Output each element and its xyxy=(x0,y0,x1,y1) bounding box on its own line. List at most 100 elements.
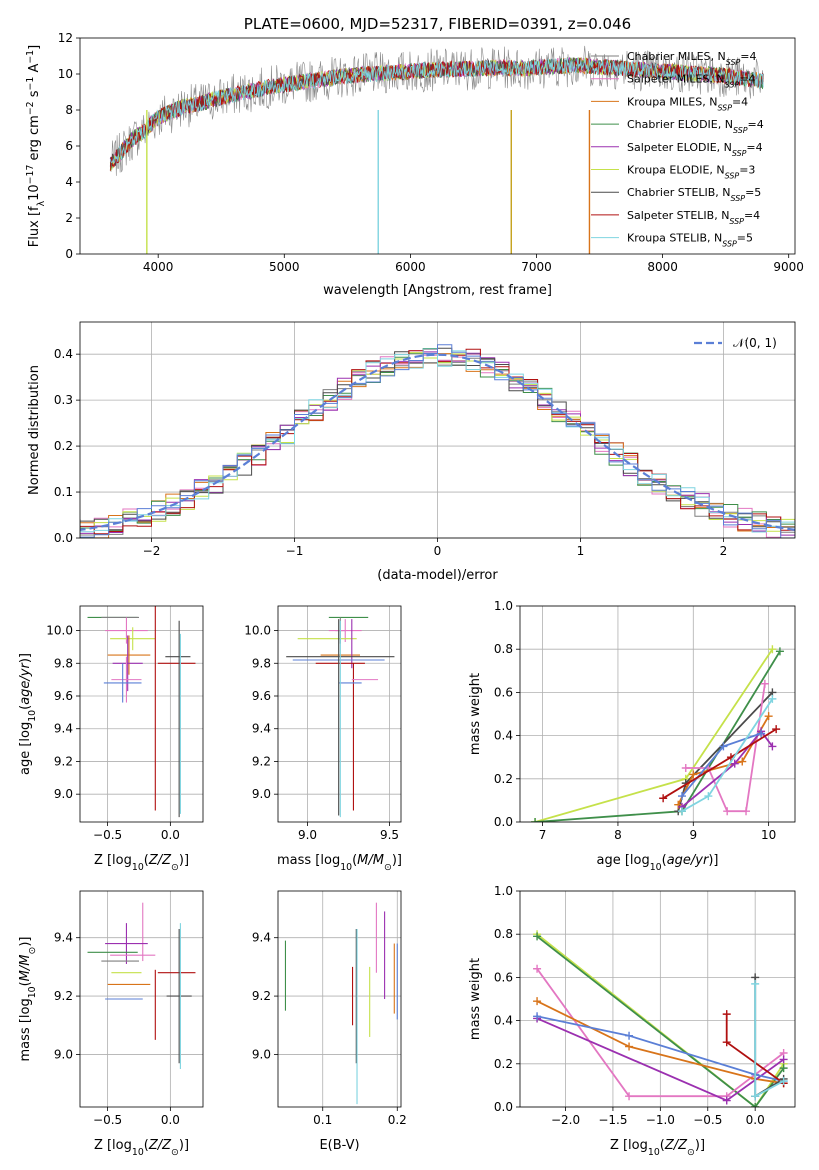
y-tick-label: 9.2 xyxy=(252,989,271,1003)
x-tick-label: 9.0 xyxy=(298,828,317,842)
weight-point-marker xyxy=(751,1092,760,1101)
age-vs-mass-panel: 9.0 9.5 9.0 9.2 9.4 9.6 9.8 10.0 mass [log10(M/M… xyxy=(244,605,402,873)
x-tick-label: 4000 xyxy=(143,260,174,274)
x-tick-label: −1.0 xyxy=(646,1113,675,1127)
weight-series-line xyxy=(535,650,781,822)
errorbar-points xyxy=(87,606,196,818)
weight-point-marker xyxy=(625,1042,634,1051)
x-tick-label: 9.5 xyxy=(380,828,399,842)
normal-reference-curve xyxy=(80,353,795,532)
residuals-x-axis-label: (data-model)/error xyxy=(377,568,498,583)
mass-vs-Z-y-axis-label: mass [log10(M/M⊙)] xyxy=(18,937,38,1062)
weight-point-marker xyxy=(533,932,542,941)
weight-point-marker xyxy=(677,807,686,816)
y-tick-label: 0.1 xyxy=(54,485,73,499)
weight-point-marker xyxy=(751,979,760,988)
y-tick-label: 9.4 xyxy=(54,722,73,736)
mass-vs-ebv-panel: 0.1 0.2 9.0 9.2 9.4 E(B-V) xyxy=(252,890,407,1153)
x-tick-label: 1 xyxy=(577,544,585,558)
x-tick-label: 0.2 xyxy=(388,1113,407,1127)
massweight-vs-Z-x-axis-label: Z [log10(Z/Z⊙)] xyxy=(610,1138,705,1158)
histogram-step-line xyxy=(80,344,795,538)
weight-point-marker xyxy=(775,647,784,656)
errorbar xyxy=(112,635,143,692)
y-tick-label: 9.4 xyxy=(54,931,73,945)
y-tick-label: 9.2 xyxy=(54,754,73,768)
model-spectrum-line xyxy=(109,57,764,164)
errorbar xyxy=(105,617,148,644)
y-tick-label: 1.0 xyxy=(494,599,513,613)
legend-entry: Salpeter ELODIE, NSSP=4 xyxy=(627,141,763,158)
weight-series-line xyxy=(677,715,770,806)
weight-point-marker xyxy=(757,729,766,738)
legend-entry: Kroupa ELODIE, NSSP=3 xyxy=(627,164,755,181)
x-tick-label: −0.5 xyxy=(693,1113,722,1127)
weight-point-marker xyxy=(704,792,713,801)
x-tick-label: 5000 xyxy=(269,260,300,274)
x-tick-label: 8000 xyxy=(647,260,678,274)
massweight-vs-age-x-axis-label: age [log10(age/yr)] xyxy=(596,853,718,873)
y-tick-label: 0.8 xyxy=(494,927,513,941)
x-tick-label: 0.0 xyxy=(746,1113,765,1127)
y-tick-label: 6 xyxy=(65,139,73,153)
weight-point-marker xyxy=(779,1064,788,1073)
y-tick-label: 9.4 xyxy=(252,722,271,736)
errorbar xyxy=(107,635,151,675)
y-tick-label: 12 xyxy=(58,31,73,45)
spectrum-panel: 4000 5000 6000 7000 8000 9000 0 2 4 6 8 10 12 PLATE=0… xyxy=(25,15,804,298)
weight-point-marker xyxy=(659,794,668,803)
weight-point-marker xyxy=(625,1031,634,1040)
x-tick-label: 10 xyxy=(761,828,776,842)
axes-frame xyxy=(277,605,402,823)
y-tick-label: 0.0 xyxy=(54,531,73,545)
x-tick-label: 2 xyxy=(720,544,728,558)
weight-series-line xyxy=(685,683,766,813)
weight-point-marker xyxy=(779,1055,788,1064)
weight-point-marker xyxy=(689,770,698,779)
axes-frame xyxy=(79,321,796,539)
y-tick-label: 9.2 xyxy=(252,754,271,768)
spectrum-y-axis-label: Flux [fλ10−17 erg cm−2 s−1 A−1] xyxy=(25,45,47,247)
massweight-vs-Z-y-axis-label: mass weight xyxy=(468,958,483,1040)
y-tick-label: 0.0 xyxy=(494,815,513,829)
y-tick-label: 0.2 xyxy=(494,772,513,786)
weight-point-marker xyxy=(779,1077,788,1086)
x-tick-label: 0 xyxy=(434,544,442,558)
spectrum-x-axis-label: wavelength [Angstrom, rest frame] xyxy=(323,283,552,298)
age-vs-Z-panel: −0.5 0.0 9.0 9.2 9.4 9.6 9.8 10.0 Z [log10(Z/Z⊙)… xyxy=(18,605,204,873)
x-tick-label: −2 xyxy=(143,544,161,558)
y-tick-label: 2 xyxy=(65,211,73,225)
mass-vs-Z-panel: −0.5 0.0 9.0 9.2 9.4 Z [log10(Z/Z⊙)] mass [log… xyxy=(18,890,204,1158)
y-tick-label: 9.8 xyxy=(252,656,271,670)
axes-frame xyxy=(519,605,796,823)
y-tick-label: 10.0 xyxy=(244,624,271,638)
x-tick-label: 9000 xyxy=(773,260,804,274)
x-tick-label: −2.0 xyxy=(551,1113,580,1127)
x-tick-label: 8 xyxy=(614,828,622,842)
x-tick-label: −0.5 xyxy=(93,828,122,842)
weight-point-marker xyxy=(531,818,540,822)
y-tick-label: 0.6 xyxy=(494,970,513,984)
weight-series-line xyxy=(536,1015,784,1082)
legend-entry: Kroupa MILES, NSSP=4 xyxy=(627,95,748,112)
massweight-vs-age-panel: 7 8 9 10 0.0 0.2 0.4 0.6 0.8 1.0 age [log10(age/yr… xyxy=(468,599,796,873)
x-tick-label: 9 xyxy=(689,828,697,842)
y-tick-label: 0.4 xyxy=(494,1014,513,1028)
y-tick-label: 0.6 xyxy=(494,685,513,699)
weight-point-marker xyxy=(742,807,751,816)
y-tick-label: 9.6 xyxy=(54,689,73,703)
weight-point-marker xyxy=(723,807,732,816)
y-tick-label: 9.0 xyxy=(252,787,271,801)
legend-entry: Chabrier STELIB, NSSP=5 xyxy=(627,186,761,203)
x-tick-label: −0.5 xyxy=(93,1113,122,1127)
errorbar xyxy=(105,923,148,964)
x-tick-label: 6000 xyxy=(395,260,426,274)
x-tick-label: 0.0 xyxy=(161,1113,180,1127)
residuals-panel: −2 −1 0 1 2 0.0 0.1 0.2 0.3 0.4 𝒩(0, 1) (data-model… xyxy=(27,321,796,583)
y-tick-label: 9.0 xyxy=(54,787,73,801)
weight-point-marker xyxy=(768,645,777,654)
axes-frame xyxy=(519,890,796,1108)
weight-point-marker xyxy=(772,725,781,734)
errorbar xyxy=(111,656,142,703)
